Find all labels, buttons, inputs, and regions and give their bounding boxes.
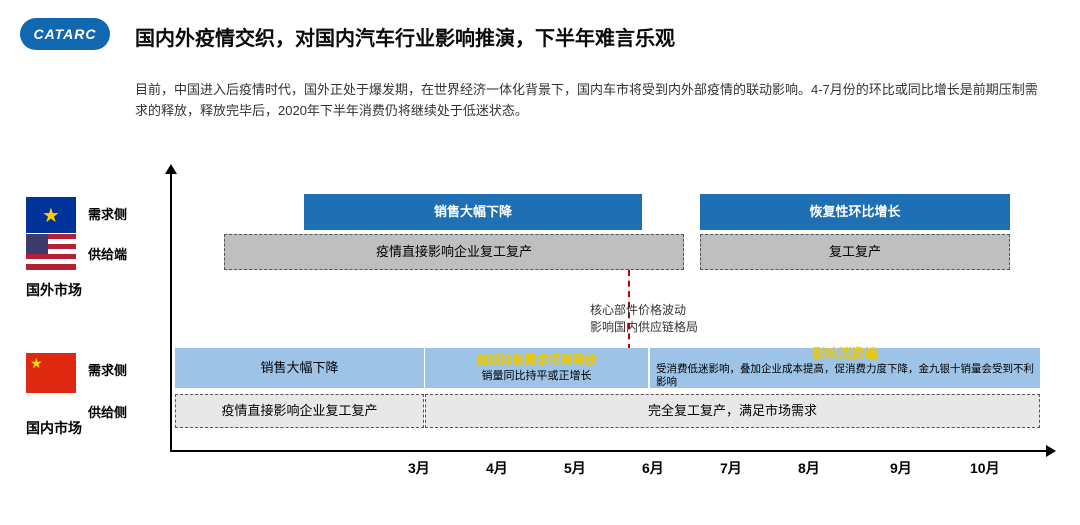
- bar-domestic-supply-impact: 疫情直接影响企业复工复产: [175, 394, 424, 428]
- annotation-line-1: 核心部件价格波动: [590, 302, 698, 319]
- bar-foreign-supply-impact: 疫情直接影响企业复工复产: [224, 234, 684, 270]
- bar-domestic-demand-release-title: 前期抑制需求得到释放: [476, 353, 596, 369]
- row-label-domestic-demand: 需求侧: [88, 360, 127, 379]
- bar-foreign-demand-decline: 销售大幅下降: [304, 194, 642, 230]
- y-axis-arrow: [165, 164, 177, 174]
- y-axis: [170, 170, 172, 452]
- month-label: 4月: [486, 458, 508, 478]
- brand-logo: CATARC: [20, 18, 110, 50]
- month-label: 6月: [642, 458, 664, 478]
- bar-domestic-demand-impact: 影响消费端 受消费低迷影响，叠加企业成本提高，促消费力度下降，金九银十销量会受到…: [650, 348, 1040, 388]
- annotation-line-2: 影响国内供应链格局: [590, 319, 698, 336]
- month-label: 7月: [720, 458, 742, 478]
- row-label-domestic-supply: 供给侧: [88, 402, 127, 421]
- bar-foreign-supply-resume: 复工复产: [700, 234, 1010, 270]
- month-label: 8月: [798, 458, 820, 478]
- month-label: 9月: [890, 458, 912, 478]
- timeline-chart: ★ ★ 需求侧 供给端 国外市场 需求侧 供给侧 国内市场 销售大幅下降 恢复性…: [20, 170, 1060, 500]
- supply-chain-annotation: 核心部件价格波动 影响国内供应链格局: [590, 302, 698, 336]
- page-subtitle: 目前，中国进入后疫情时代，国外正处于爆发期，在世界经济一体化背景下，国内车市将受…: [135, 80, 1040, 122]
- us-flag-icon: [26, 234, 76, 270]
- month-label: 3月: [408, 458, 430, 478]
- page-title: 国内外疫情交织，对国内汽车行业影响推演，下半年难言乐观: [135, 22, 675, 51]
- cn-flag-icon: ★: [26, 353, 76, 393]
- month-label: 5月: [564, 458, 586, 478]
- eu-flag-icon: ★: [26, 197, 76, 233]
- bar-domestic-supply-full: 完全复工复产，满足市场需求: [425, 394, 1040, 428]
- bar-domestic-demand-release: 前期抑制需求得到释放 销量同比持平或正增长: [425, 348, 648, 388]
- section-label-domestic: 国内市场: [26, 418, 82, 438]
- bar-foreign-demand-recovery: 恢复性环比增长: [700, 194, 1010, 230]
- x-axis-arrow: [1046, 445, 1056, 457]
- x-axis: [170, 450, 1050, 452]
- row-label-foreign-demand: 需求侧: [88, 204, 127, 223]
- row-label-foreign-supply: 供给端: [88, 244, 127, 263]
- bar-domestic-demand-impact-sub: 受消费低迷影响，叠加企业成本提高，促消费力度下降，金九银十销量会受到不利影响: [656, 363, 1034, 388]
- bar-domestic-demand-decline: 销售大幅下降: [175, 348, 424, 388]
- month-label: 10月: [970, 458, 1000, 478]
- bar-domestic-demand-impact-title: 影响消费端: [812, 346, 877, 363]
- bar-domestic-demand-release-sub: 销量同比持平或正增长: [482, 369, 592, 383]
- section-label-foreign: 国外市场: [26, 280, 82, 300]
